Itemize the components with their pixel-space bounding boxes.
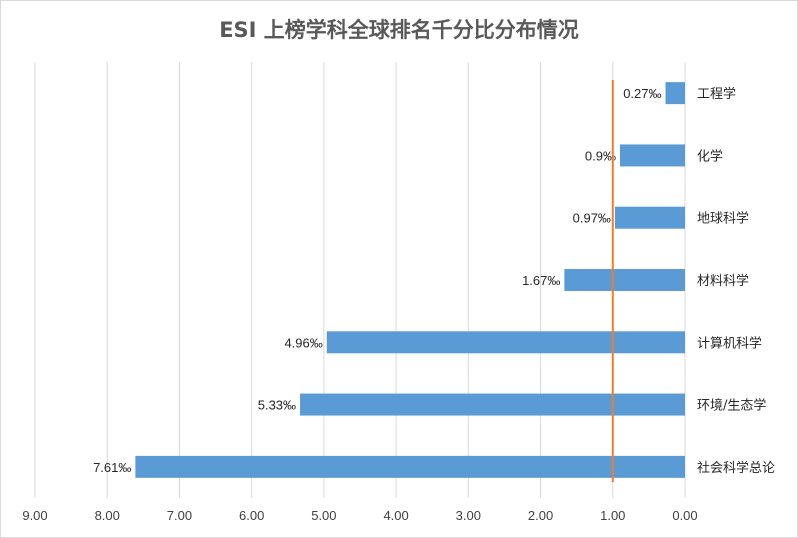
- x-tick-label: 4.00: [383, 508, 408, 523]
- x-tick-label: 7.00: [167, 508, 192, 523]
- bar: [665, 82, 685, 105]
- bar: [300, 393, 685, 416]
- x-tick-label: 2.00: [528, 508, 553, 523]
- category-label: 地球科学: [697, 211, 749, 227]
- category-label: 工程学: [697, 86, 736, 102]
- x-tick-label: 6.00: [239, 508, 264, 523]
- data-label: 4.96‰: [284, 335, 322, 350]
- bar: [326, 331, 685, 354]
- category-label: 环境/生态学: [697, 398, 766, 414]
- bar: [135, 455, 685, 478]
- category-label: 计算机科学: [697, 335, 762, 351]
- x-tick-label: 8.00: [95, 508, 120, 523]
- chart-title: ESI 上榜学科全球排名千分比分布情况: [219, 18, 579, 42]
- bar: [620, 144, 685, 167]
- x-tick-label: 5.00: [311, 508, 336, 523]
- category-label: 化学: [697, 148, 723, 164]
- bar: [564, 269, 685, 291]
- x-tick-label: 3.00: [456, 508, 481, 523]
- x-tick-label: 1.00: [600, 508, 625, 523]
- data-label: 0.27‰: [623, 86, 661, 101]
- data-label: 0.97‰: [573, 211, 611, 226]
- data-label: 1.67‰: [522, 273, 560, 288]
- category-label: 社会科学总论: [697, 460, 775, 476]
- data-label: 5.33‰: [258, 398, 296, 413]
- data-label: 0.9‰: [585, 148, 616, 163]
- x-tick-label: 0.00: [672, 508, 697, 523]
- category-label: 材料科学: [697, 273, 749, 289]
- bar: [614, 206, 685, 229]
- x-tick-label: 9.00: [22, 508, 47, 523]
- data-label: 7.61‰: [93, 460, 131, 475]
